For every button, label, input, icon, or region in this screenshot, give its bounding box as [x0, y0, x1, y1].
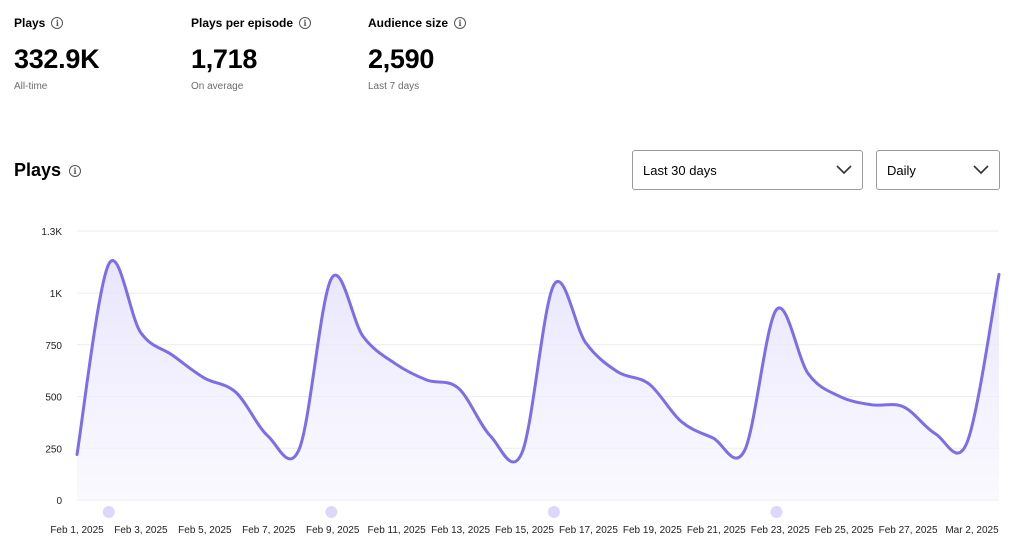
- x-tick-label: Feb 19, 2025: [623, 525, 682, 536]
- x-tick-label: Feb 7, 2025: [242, 525, 296, 536]
- x-tick-label: Feb 9, 2025: [306, 525, 360, 536]
- interval-select[interactable]: Daily: [876, 150, 1000, 190]
- x-tick-label: Feb 11, 2025: [368, 525, 427, 536]
- date-range-value: Last 30 days: [643, 162, 717, 178]
- x-tick-label: Feb 5, 2025: [178, 525, 232, 536]
- chevron-down-icon: [973, 165, 989, 175]
- y-tick-label: 1.3K: [41, 227, 62, 238]
- plays-area: [77, 260, 999, 500]
- x-tick-label: Feb 15, 2025: [495, 525, 554, 536]
- info-icon[interactable]: i: [69, 164, 82, 177]
- x-tick-label: Feb 3, 2025: [114, 525, 168, 536]
- chart-title-text: Plays: [14, 160, 62, 180]
- y-tick-label: 1K: [50, 289, 63, 300]
- stat-plays-per-episode-sub: On average: [191, 81, 244, 92]
- episode-marker[interactable]: [325, 506, 338, 518]
- date-range-select[interactable]: Last 30 days: [632, 150, 863, 190]
- info-icon[interactable]: i: [51, 17, 64, 29]
- plays-line: [75, 259, 1001, 464]
- info-icon[interactable]: i: [299, 17, 312, 29]
- interval-value: Daily: [887, 162, 916, 178]
- x-tick-label: Feb 23, 2025: [751, 525, 810, 536]
- stat-plays-sub: All-time: [14, 81, 48, 92]
- stat-plays-value: 332.9K: [14, 44, 100, 74]
- stat-plays-per-episode-label: Plays per episode: [191, 16, 294, 30]
- x-tick-label: Mar 2, 2025: [945, 525, 999, 536]
- stat-audience-size: Audience size i 2,590 Last 7 days: [368, 14, 467, 92]
- x-tick-label: Feb 1, 2025: [50, 525, 104, 536]
- stat-audience-size-value: 2,590: [368, 44, 435, 74]
- episode-marker[interactable]: [770, 506, 783, 518]
- chevron-down-icon: [836, 165, 852, 175]
- x-tick-label: Feb 13, 2025: [431, 525, 490, 536]
- x-tick-label: Feb 27, 2025: [879, 525, 938, 536]
- y-tick-label: 500: [45, 393, 62, 404]
- chart-title: Plays i: [14, 160, 82, 181]
- x-tick-label: Feb 21, 2025: [687, 525, 746, 536]
- y-tick-label: 0: [56, 496, 62, 507]
- stat-audience-size-sub: Last 7 days: [368, 81, 420, 92]
- y-tick-label: 250: [45, 444, 62, 455]
- x-tick-label: Feb 25, 2025: [815, 525, 874, 536]
- stat-plays: Plays i 332.9K All-time: [14, 14, 100, 92]
- stat-audience-size-label: Audience size: [368, 16, 449, 30]
- episode-marker[interactable]: [547, 506, 560, 518]
- stat-plays-per-episode: Plays per episode i 1,718 On average: [191, 14, 312, 92]
- y-tick-label: 750: [45, 341, 62, 352]
- stat-plays-label: Plays: [14, 16, 46, 30]
- info-icon[interactable]: i: [454, 17, 467, 29]
- x-tick-label: Feb 17, 2025: [559, 525, 618, 536]
- episode-marker[interactable]: [102, 506, 115, 518]
- stat-plays-per-episode-value: 1,718: [191, 44, 258, 74]
